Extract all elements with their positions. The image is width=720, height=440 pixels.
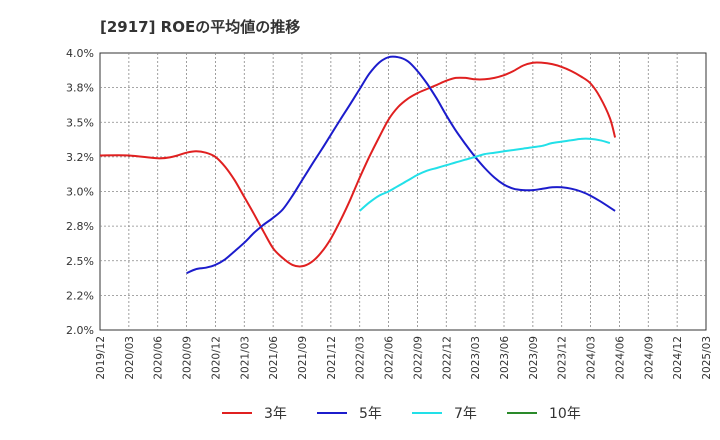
x-tick-label: 2025/03: [701, 336, 713, 380]
series-line-3: [359, 137, 611, 212]
legend-label-3: 7年: [454, 406, 477, 422]
legend-label-4: 10年: [549, 406, 581, 422]
x-tick-label: 2022/03: [355, 336, 367, 380]
x-tick-label: 2019/12: [95, 336, 107, 380]
y-axis-ticks: 4.0% 3.8% 3.5% 3.2% 3.0% 2.8% 2.5% 2.2% 2.0%: [66, 47, 94, 337]
y-tick-label: 3.8%: [66, 82, 94, 95]
grid: [100, 53, 706, 330]
y-tick-label: 2.0%: [66, 324, 94, 337]
x-tick-label: 2021/09: [297, 336, 309, 380]
x-tick-label: 2020/06: [153, 336, 165, 380]
y-tick-label: 4.0%: [66, 47, 94, 60]
series-lines: [99, 55, 617, 275]
y-tick-label: 3.0%: [66, 186, 94, 199]
chart-title: [2917] ROEの平均値の推移: [100, 18, 300, 36]
x-tick-label: 2021/12: [326, 336, 338, 380]
x-tick-label: 2023/06: [499, 336, 511, 380]
x-tick-label: 2023/03: [470, 336, 482, 380]
legend: 3年 5年 7年 10年: [222, 406, 581, 422]
x-tick-label: 2020/09: [182, 336, 194, 380]
y-tick-label: 2.8%: [66, 220, 94, 233]
y-tick-label: 2.2%: [66, 289, 94, 302]
x-tick-label: 2023/12: [557, 336, 569, 380]
x-tick-label: 2021/06: [268, 336, 280, 380]
x-tick-label: 2024/09: [643, 336, 655, 380]
x-tick-label: 2022/09: [412, 336, 424, 380]
x-tick-label: 2024/06: [614, 336, 626, 380]
x-tick-label: 2022/12: [441, 336, 453, 380]
y-tick-label: 3.2%: [66, 151, 94, 164]
plot-area: [99, 52, 707, 331]
series-line-2: [186, 55, 616, 275]
x-tick-label: 2022/06: [384, 336, 396, 380]
x-tick-label: 2023/09: [528, 336, 540, 380]
y-tick-label: 2.5%: [66, 255, 94, 268]
x-tick-label: 2020/03: [124, 336, 136, 380]
legend-label-2: 5年: [359, 406, 382, 422]
x-tick-label: 2020/12: [210, 336, 222, 380]
y-tick-label: 3.5%: [66, 116, 94, 129]
x-tick-label: 2024/03: [586, 336, 598, 380]
legend-label-1: 3年: [264, 406, 287, 422]
x-tick-label: 2021/03: [239, 336, 251, 380]
x-axis-ticks: 2019/12 2020/03 2020/06 2020/09 2020/12 2021/…: [95, 336, 713, 380]
series-line-1: [99, 61, 617, 268]
x-tick-label: 2024/12: [672, 336, 684, 380]
